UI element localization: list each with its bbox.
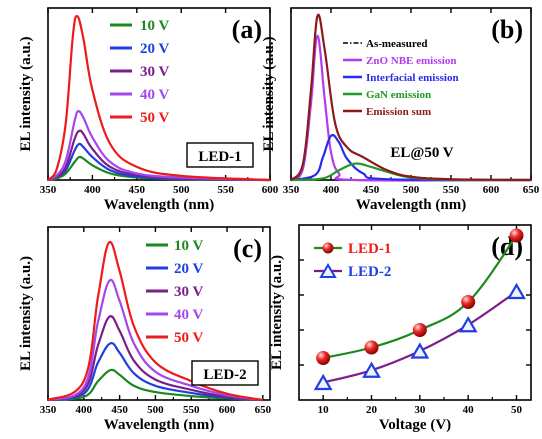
x-tick-label-a-5: 600 <box>262 184 279 196</box>
legend-label-d-1: LED-2 <box>348 264 391 280</box>
series-line-b-2 <box>290 134 532 182</box>
x-tick-label-c-6: 650 <box>255 404 272 416</box>
x-tick-label-a-4: 550 <box>217 184 234 196</box>
series-line-a-2 <box>47 129 271 182</box>
series-line-c-3 <box>47 278 263 402</box>
legend-label-a-3: 40 V <box>140 87 169 103</box>
legend-label-a-0: 10 V <box>140 18 169 34</box>
series-line-c-0 <box>47 368 263 402</box>
x-tick-label-b-6: 650 <box>523 184 540 196</box>
legend-label-c-1: 20 V <box>174 261 203 277</box>
y-axis-label-b: EL intensity (a.u.) <box>261 36 277 151</box>
series-line-a-1 <box>47 142 271 182</box>
x-axis-label-c: Wavelength (nm) <box>104 417 214 433</box>
data-point-d-0-4 <box>509 228 524 243</box>
data-point-d-1-4 <box>507 282 526 300</box>
legend-label-c-4: 50 V <box>174 330 203 346</box>
legend-marker-d-0 <box>322 242 334 254</box>
legend-label-c-2: 30 V <box>174 284 203 300</box>
x-tick-label-b-3: 500 <box>403 184 420 196</box>
x-tick-label-d-4: 50 <box>511 404 523 416</box>
legend-label-b-4: Emission sum <box>366 106 431 118</box>
legend-label-a-2: 30 V <box>140 64 169 80</box>
box-label-c: LED-2 <box>203 367 246 383</box>
x-tick-label-a-0: 350 <box>40 184 57 196</box>
x-tick-label-a-1: 400 <box>84 184 101 196</box>
x-tick-label-b-4: 550 <box>443 184 460 196</box>
plot-frame-c <box>47 226 271 401</box>
series-line-c-4 <box>47 240 263 402</box>
legend-label-c-0: 10 V <box>174 238 203 254</box>
y-axis-label-a: EL intensity (a.u.) <box>18 36 34 151</box>
data-point-d-0-1 <box>364 340 379 355</box>
x-tick-label-a-3: 500 <box>173 184 190 196</box>
x-tick-label-a-2: 450 <box>129 184 146 196</box>
series-line-a-3 <box>47 110 271 182</box>
box-label-a: LED-1 <box>198 149 241 165</box>
x-axis-label-d: Voltage (V) <box>379 417 451 433</box>
legend-label-d-0: LED-1 <box>348 241 391 257</box>
x-tick-label-c-1: 400 <box>76 404 93 416</box>
legend-label-a-1: 20 V <box>140 41 169 57</box>
series-line-a-4 <box>47 15 271 182</box>
legend-label-b-1: ZnO NBE emission <box>366 55 456 67</box>
data-point-d-0-3 <box>461 295 476 309</box>
x-tick-label-d-2: 30 <box>414 404 426 416</box>
y-axis-label-d: EL intensity (a.u.) <box>269 255 285 370</box>
x-tick-label-b-2: 450 <box>363 184 380 196</box>
legend-label-c-3: 40 V <box>174 307 203 323</box>
plot-frame-d <box>298 224 532 401</box>
x-tick-label-d-3: 40 <box>463 404 475 416</box>
box-label-frame-a <box>186 142 254 168</box>
panel-label-a: (a) <box>232 15 262 44</box>
x-tick-label-c-4: 550 <box>183 404 200 416</box>
x-tick-label-b-0: 350 <box>283 184 300 196</box>
x-tick-label-c-0: 350 <box>40 404 57 416</box>
data-point-d-0-0 <box>316 351 331 365</box>
data-point-d-1-0 <box>313 373 333 391</box>
x-tick-label-c-3: 500 <box>147 404 164 416</box>
data-point-d-1-2 <box>410 342 430 359</box>
panel-label-c: (c) <box>233 234 262 263</box>
series-line-c-1 <box>47 342 263 402</box>
x-axis-label-a: Wavelength (nm) <box>104 197 214 213</box>
legend-label-b-3: GaN emission <box>366 89 431 101</box>
x-tick-label-d-1: 20 <box>366 404 378 416</box>
x-tick-label-c-2: 450 <box>111 404 128 416</box>
series-line-b-4 <box>290 13 532 182</box>
legend-label-a-4: 50 V <box>140 110 169 126</box>
annotation-b: EL@50 V <box>390 145 453 161</box>
legend-label-b-0: As-measured <box>366 38 428 50</box>
panel-label-b: (b) <box>491 15 523 44</box>
x-axis-label-b: Wavelength (nm) <box>356 197 466 213</box>
x-tick-label-d-0: 10 <box>318 404 330 416</box>
x-tick-label-b-1: 400 <box>323 184 340 196</box>
y-axis-label-c: EL intensity (a.u.) <box>18 256 34 371</box>
x-tick-label-b-5: 600 <box>483 184 500 196</box>
data-point-d-1-1 <box>362 361 381 378</box>
data-point-d-0-2 <box>412 323 427 337</box>
legend-label-b-2: Interfacial emission <box>366 72 459 84</box>
data-point-d-1-3 <box>458 316 478 333</box>
x-tick-label-c-5: 600 <box>219 404 236 416</box>
series-line-c-2 <box>47 315 263 402</box>
series-line-d-1 <box>322 290 518 384</box>
legend-marker-d-1 <box>319 263 337 278</box>
box-label-frame-c <box>191 360 259 386</box>
